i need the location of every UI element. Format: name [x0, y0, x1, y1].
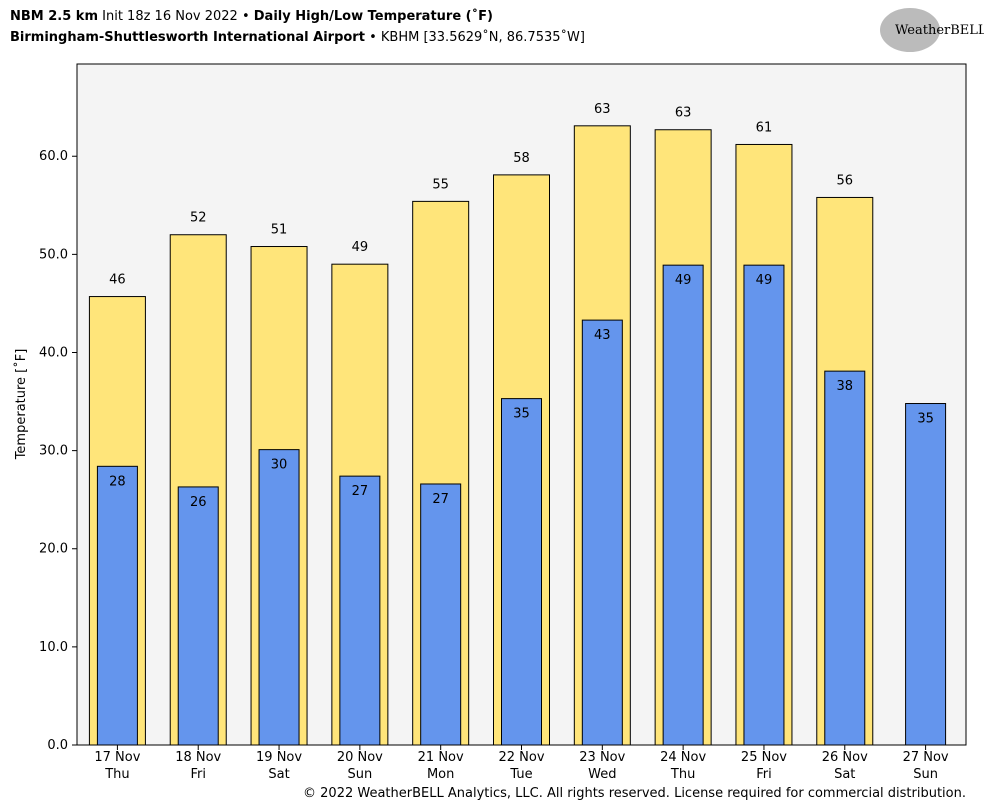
- data-label: 56: [836, 173, 853, 188]
- y-tick-label: 0.0: [47, 738, 68, 753]
- x-tick-weekday: Fri: [190, 767, 206, 782]
- data-label: 51: [271, 223, 288, 238]
- x-tick-label: 19 Nov: [256, 750, 302, 765]
- data-label: 63: [675, 106, 692, 121]
- x-tick-label: 17 Nov: [94, 750, 140, 765]
- x-tick-weekday: Sun: [347, 767, 372, 782]
- data-label: 55: [432, 177, 449, 192]
- data-label: 27: [352, 484, 369, 499]
- data-label: 46: [109, 273, 126, 288]
- init: Init 18z 16 Nov 2022: [102, 9, 238, 24]
- x-tick-weekday: Fri: [756, 767, 772, 782]
- y-tick-label: 10.0: [39, 640, 68, 655]
- logo-shape: [880, 8, 940, 52]
- y-tick-label: 50.0: [39, 247, 68, 262]
- chart-title: Daily High/Low Temperature (˚F): [254, 8, 493, 24]
- x-tick-weekday: Tue: [509, 767, 532, 782]
- x-tick-weekday: Mon: [427, 767, 454, 782]
- x-tick-weekday: Sat: [268, 767, 289, 782]
- data-label: 61: [756, 120, 773, 135]
- x-tick-weekday: Sun: [913, 767, 938, 782]
- data-label: 38: [836, 379, 853, 394]
- x-tick-weekday: Thu: [670, 767, 695, 782]
- y-axis-label: Temperature [˚F]: [13, 349, 29, 461]
- header-line-1: NBM 2.5 km Init 18z 16 Nov 2022 • Daily …: [10, 8, 493, 24]
- data-label: 35: [513, 407, 530, 422]
- data-label: 28: [109, 474, 126, 489]
- data-label: 52: [190, 211, 207, 226]
- footer: © 2022 WeatherBELL Analytics, LLC. All r…: [303, 786, 966, 801]
- data-label: 35: [917, 412, 934, 427]
- bar: [905, 403, 947, 746]
- data-label: 49: [352, 240, 369, 255]
- x-tick-label: 25 Nov: [741, 750, 787, 765]
- data-label: 63: [594, 102, 611, 117]
- model: NBM 2.5 km: [10, 9, 98, 24]
- data-label: 27: [432, 492, 449, 507]
- logo: WeatherBELL: [880, 8, 984, 52]
- bar: [96, 465, 138, 746]
- x-tick-weekday: Wed: [588, 767, 616, 782]
- x-tick-label: 18 Nov: [175, 750, 221, 765]
- x-tick-weekday: Thu: [104, 767, 129, 782]
- bar: [177, 486, 219, 746]
- data-label: 30: [271, 458, 288, 473]
- bar: [339, 475, 381, 746]
- logo-text: WeatherBELL: [895, 23, 984, 38]
- x-tick-label: 26 Nov: [822, 750, 868, 765]
- x-tick-label: 22 Nov: [498, 750, 544, 765]
- x-tick-label: 20 Nov: [337, 750, 383, 765]
- bar: [420, 483, 462, 746]
- y-tick-label: 60.0: [39, 149, 68, 164]
- bar: [743, 264, 785, 746]
- data-label: 26: [190, 495, 207, 510]
- y-tick-label: 20.0: [39, 542, 68, 557]
- data-label: 49: [675, 273, 692, 288]
- bar: [258, 449, 300, 746]
- x-tick-weekday: Sat: [834, 767, 855, 782]
- bar: [581, 319, 623, 746]
- y-tick-label: 30.0: [39, 444, 68, 459]
- y-tick-label: 40.0: [39, 345, 68, 360]
- bar: [662, 264, 704, 746]
- bar: [824, 370, 866, 746]
- location: Birmingham-Shuttlesworth International A…: [10, 30, 365, 45]
- x-tick-label: 21 Nov: [418, 750, 464, 765]
- data-label: 43: [594, 328, 611, 343]
- station: KBHM [33.5629˚N, 86.7535˚W]: [381, 29, 585, 45]
- x-tick-label: 24 Nov: [660, 750, 706, 765]
- data-label: 49: [756, 273, 773, 288]
- bar: [501, 398, 542, 746]
- header-line-2: Birmingham-Shuttlesworth International A…: [10, 29, 585, 45]
- x-tick-label: 23 Nov: [579, 750, 625, 765]
- x-tick-label: 27 Nov: [903, 750, 949, 765]
- data-label: 58: [513, 151, 530, 166]
